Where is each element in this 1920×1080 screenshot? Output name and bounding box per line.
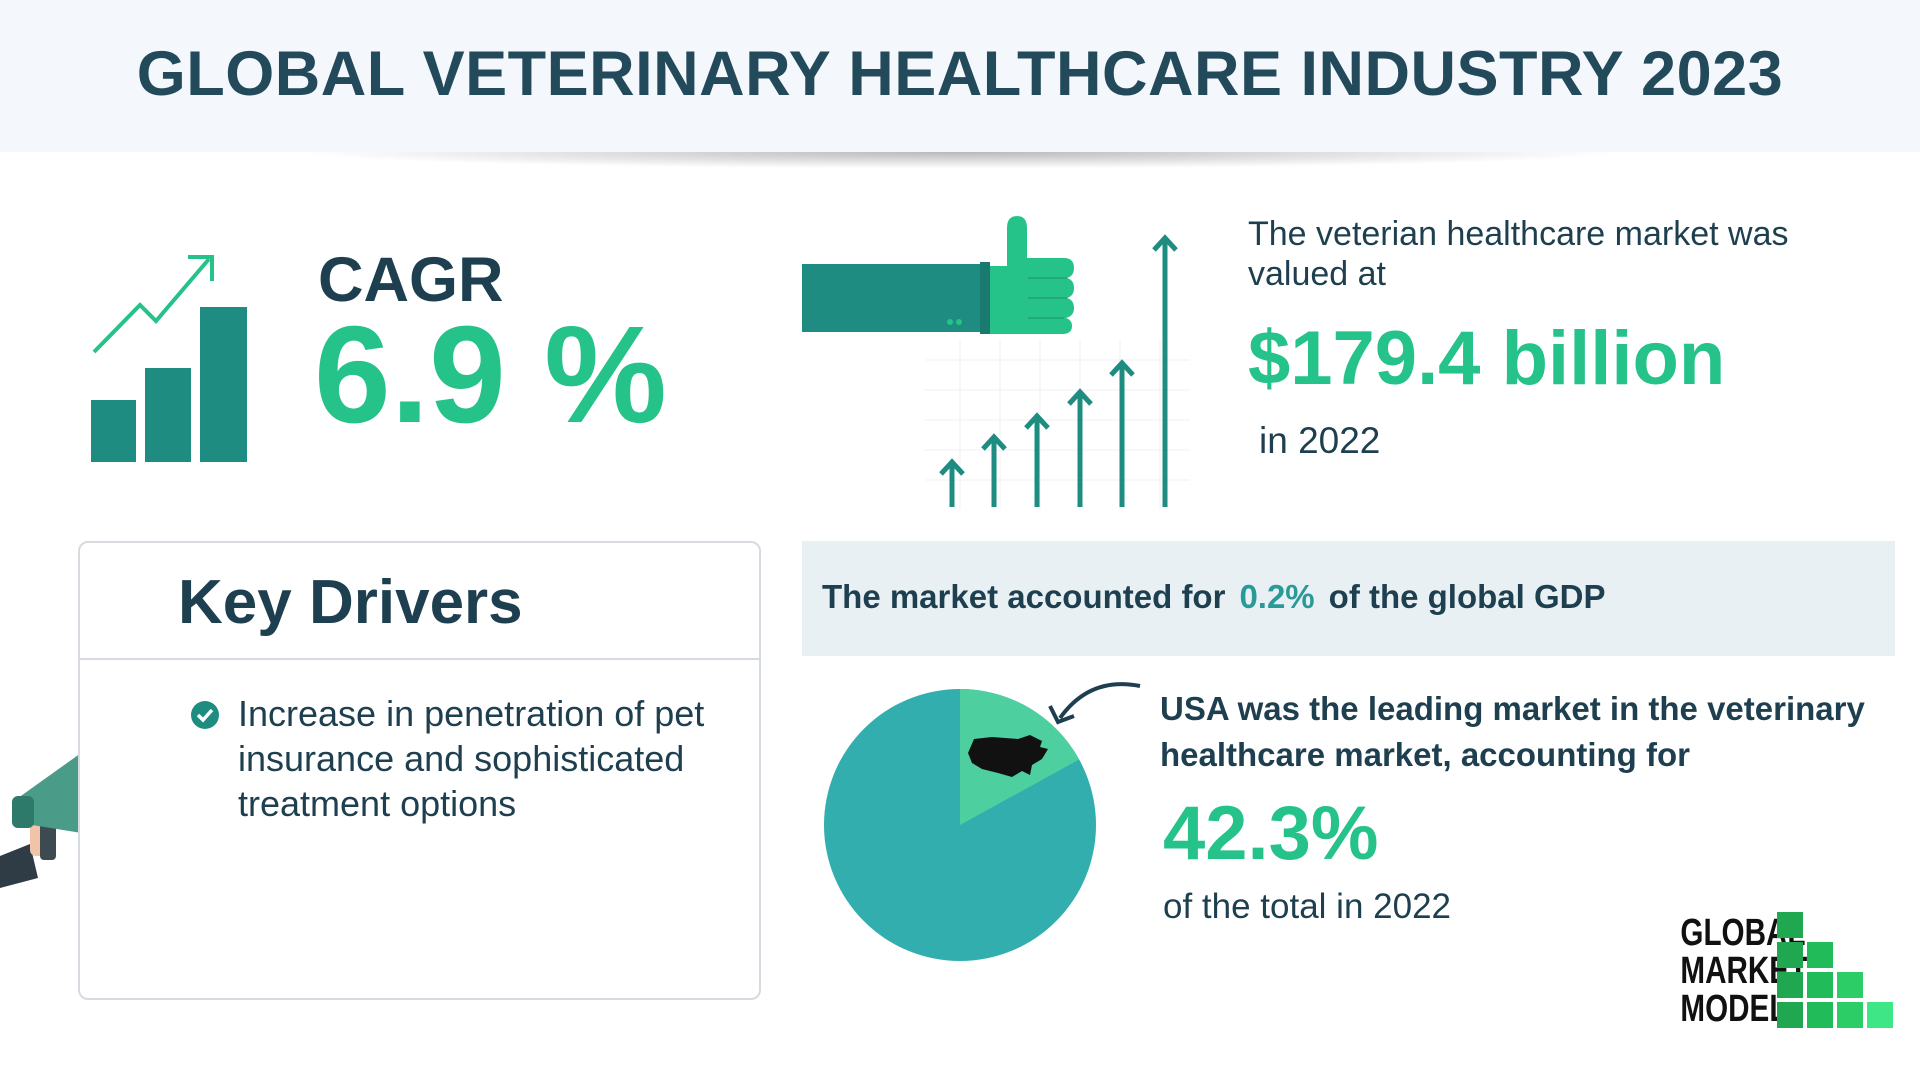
thumbs-up-icon <box>802 216 1074 334</box>
header-shadow <box>0 152 1920 174</box>
logo-line: MARKET <box>1680 950 1808 992</box>
arrows-chart-icon <box>925 234 1190 510</box>
growth-chart-icon <box>91 255 247 462</box>
logo-line: GLOBAL <box>1680 912 1806 954</box>
key-drivers-divider <box>80 658 759 660</box>
header-bar <box>0 0 1920 152</box>
gdp-value: 0.2% <box>1239 578 1315 615</box>
cagr-value: 6.9 % <box>314 298 667 452</box>
curved-arrow-icon <box>1048 682 1141 725</box>
gdp-text: The market accounted for 0.2% of the globa… <box>822 578 1605 616</box>
usa-map-icon <box>968 735 1048 777</box>
key-drivers-card: Key Drivers Increase in penetration of p… <box>78 541 761 1000</box>
market-value-amount: $179.4 billion <box>1248 316 1726 401</box>
gdp-suffix: of the global GDP <box>1328 578 1606 615</box>
market-value-year: in 2022 <box>1259 420 1381 461</box>
usa-share-pie <box>824 689 1096 961</box>
usa-share-value: 42.3% <box>1163 791 1379 876</box>
key-driver-item: Increase in penetration of pet insurance… <box>238 693 705 824</box>
gdp-prefix: The market accounted for <box>822 578 1226 615</box>
usa-description: USA was the leading market in the veteri… <box>1160 690 1865 773</box>
logo-squares-icon <box>1777 912 1893 1028</box>
logo-line: MODEL <box>1680 988 1788 1030</box>
check-icon <box>191 701 219 729</box>
key-drivers-title: Key Drivers <box>178 568 523 637</box>
usa-total-text: of the total in 2022 <box>1163 887 1451 926</box>
gdp-banner: The market accounted for 0.2% of the globa… <box>802 541 1895 656</box>
page-title: GLOBAL VETERINARY HEALTHCARE INDUSTRY 20… <box>136 39 1784 109</box>
market-value-intro: The veterian healthcare market was value… <box>1248 215 1789 293</box>
cagr-label: CAGR <box>318 245 504 315</box>
logo-wordmark: GLOBAL MARKET MODEL <box>1680 912 1808 1030</box>
